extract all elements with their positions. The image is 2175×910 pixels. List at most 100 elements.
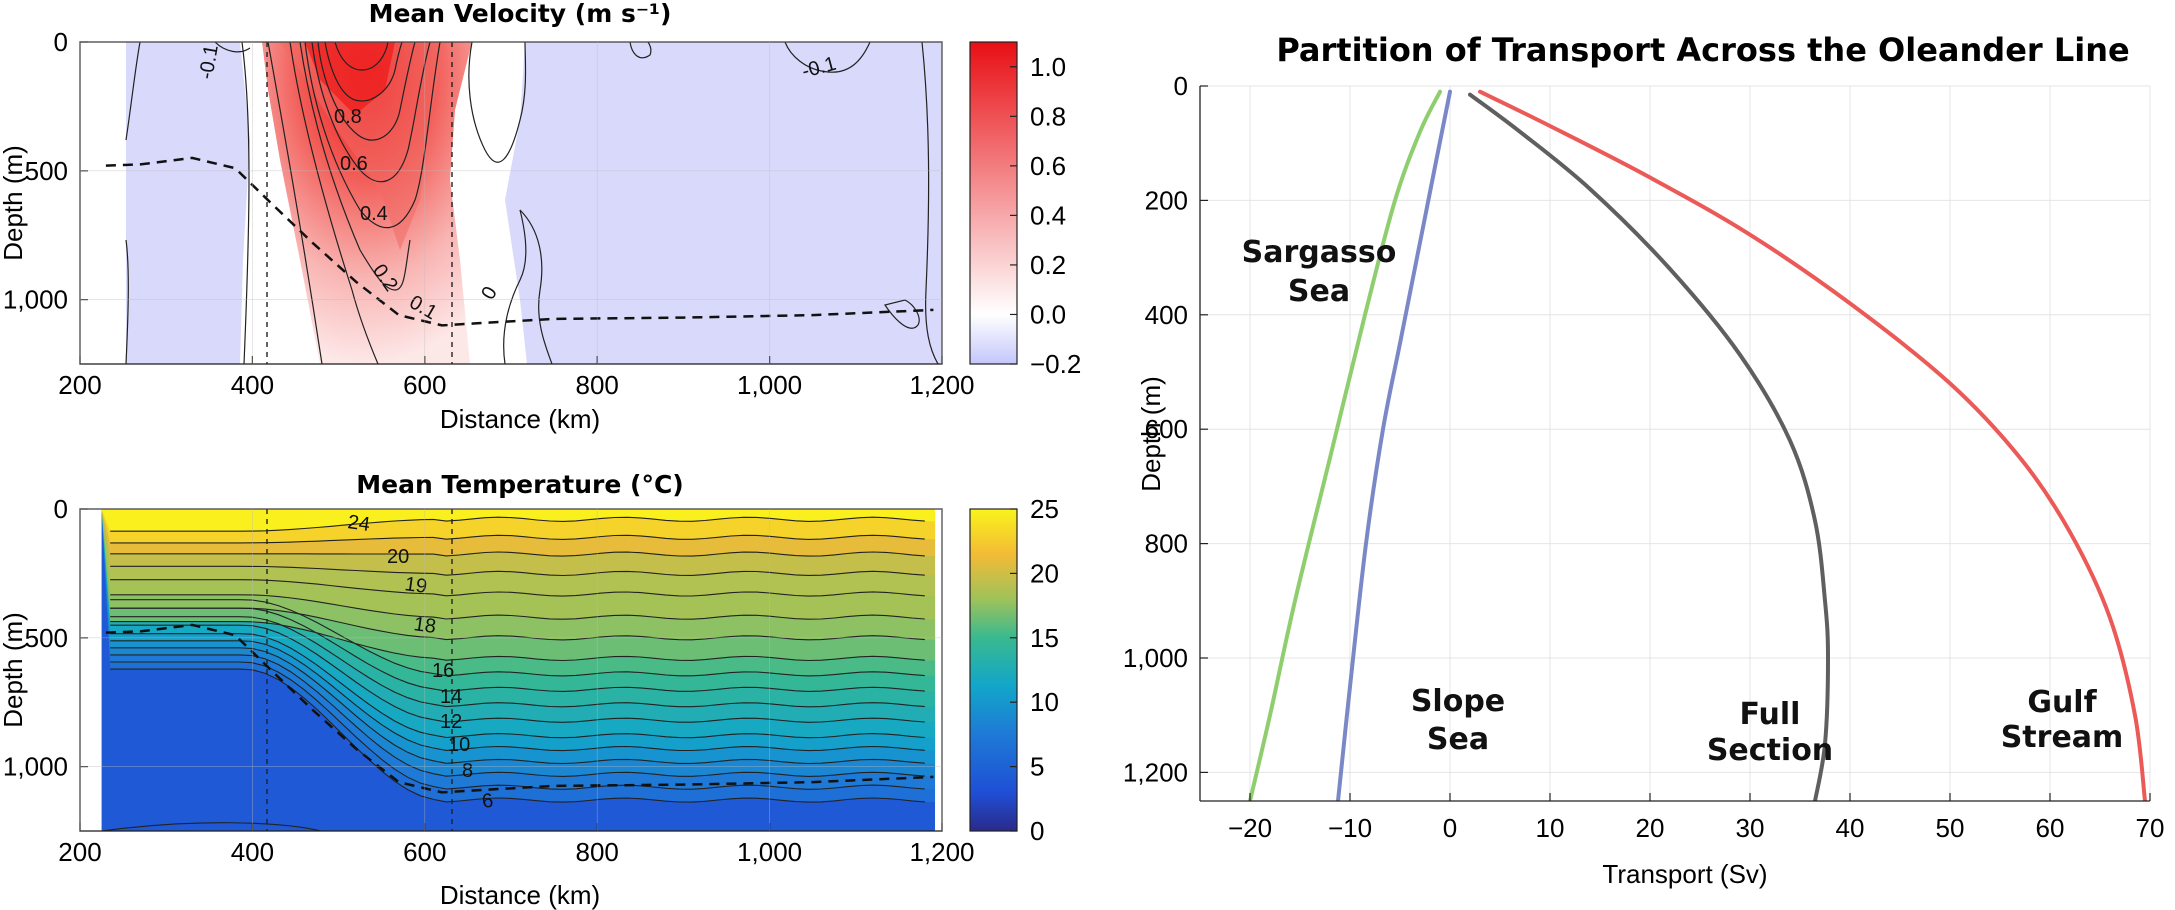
x-tick-label: 1,200 bbox=[909, 837, 974, 867]
temperature-isotherm bbox=[110, 661, 925, 790]
temperature-nodata-east bbox=[935, 509, 942, 831]
transport-y-tick-label: 400 bbox=[1145, 300, 1188, 330]
velocity-title: Mean Velocity (m s⁻¹) bbox=[369, 0, 672, 28]
transport-series bbox=[1248, 89, 2147, 801]
velocity-contour-line bbox=[324, 42, 403, 102]
transport-x-tick-label: 50 bbox=[1936, 813, 1965, 843]
transport-x-tick-label: −20 bbox=[1228, 813, 1272, 843]
temperature-isotherm bbox=[110, 534, 925, 544]
temperature-isotherm bbox=[110, 579, 925, 597]
velocity-y-axis-label: Depth (m) bbox=[0, 145, 28, 261]
x-tick-label: 800 bbox=[576, 370, 619, 400]
velocity-negative-east-region bbox=[505, 42, 942, 364]
transport-y-tick-label: 800 bbox=[1145, 529, 1188, 559]
annotation-full-line2: Section bbox=[1707, 733, 1833, 768]
temperature-contour-label: 6 bbox=[481, 790, 495, 813]
velocity-colorbar-ticks: 1.0 0.8 0.6 0.4 0.2 0.0 −0.2 bbox=[1010, 52, 1081, 379]
velocity-contour-label: 0.8 bbox=[334, 106, 362, 128]
x-tick-label: 400 bbox=[231, 837, 274, 867]
transport-y-axis-label: Depth (m) bbox=[1136, 376, 1166, 492]
velocity-contour-line bbox=[921, 42, 939, 364]
velocity-contour-line bbox=[334, 42, 389, 71]
transport-y-tick-label: 1,200 bbox=[1123, 757, 1188, 787]
annotation-gulf-line2: Stream bbox=[2001, 720, 2124, 755]
temperature-dashed-interface bbox=[105, 623, 934, 794]
colorbar-tick-label: 0.2 bbox=[1030, 250, 1066, 280]
temperature-isotherm bbox=[110, 668, 925, 803]
transport-panel: Partition of Transport Across the Oleand… bbox=[1123, 31, 2165, 889]
transport-x-axis-label: Transport (Sv) bbox=[1602, 859, 1767, 889]
transport-y-tick-label: 0 bbox=[1174, 71, 1188, 101]
transport-x-tick-label: 10 bbox=[1536, 813, 1565, 843]
temperature-isotherm bbox=[110, 516, 925, 532]
temperature-isotherm bbox=[110, 633, 925, 739]
transport-plot-area bbox=[1200, 86, 2150, 801]
temperature-isotherm bbox=[110, 647, 925, 765]
x-tick-label: 200 bbox=[58, 837, 101, 867]
y-tick-label: 0 bbox=[54, 494, 68, 524]
velocity-vertical-lines bbox=[266, 42, 453, 364]
velocity-contour-label: 0.6 bbox=[340, 153, 368, 175]
transport-x-tick-label: 0 bbox=[1443, 813, 1457, 843]
temperature-isotherm bbox=[110, 594, 925, 620]
annotation-gulf-line1: Gulf bbox=[2027, 685, 2097, 720]
transport-x-tick-label: 30 bbox=[1736, 813, 1765, 843]
transport-axes: −20 −10 0 10 20 30 40 50 60 70 0 200 400 600 800 1,000 1… bbox=[1123, 71, 2165, 843]
temperature-isotherm bbox=[110, 640, 925, 752]
velocity-contour-line bbox=[241, 42, 250, 364]
temperature-colorbar bbox=[969, 508, 1018, 832]
transport-x-tick-label: 60 bbox=[2036, 813, 2065, 843]
transport-x-tick-label: 20 bbox=[1636, 813, 1665, 843]
velocity-contour-line bbox=[519, 209, 553, 364]
annotation-full-line1: Full bbox=[1740, 697, 1801, 732]
colorbar-tick-label: 0.6 bbox=[1030, 151, 1066, 181]
x-tick-label: 200 bbox=[58, 370, 101, 400]
temperature-nodata-west bbox=[80, 509, 102, 831]
colorbar-tick-label: 10 bbox=[1030, 687, 1059, 717]
colorbar-tick-label: 25 bbox=[1030, 494, 1059, 524]
colorbar-tick-label: 0.4 bbox=[1030, 200, 1066, 230]
series-gulf-stream bbox=[1478, 89, 2147, 801]
temperature-isotherm bbox=[110, 624, 925, 723]
temperature-contour-label: 10 bbox=[448, 734, 470, 756]
colorbar-tick-label: 20 bbox=[1030, 558, 1059, 588]
velocity-contour-label: 0.4 bbox=[360, 203, 388, 225]
colorbar-tick-label: 0 bbox=[1030, 816, 1044, 846]
velocity-contour-line bbox=[317, 42, 416, 141]
velocity-axes: 200 400 600 800 1,000 1,200 0 500 1,000 bbox=[3, 27, 975, 400]
velocity-contour-line bbox=[311, 42, 431, 183]
temperature-contour-label: 16 bbox=[432, 660, 454, 682]
x-tick-label: 600 bbox=[403, 837, 446, 867]
x-tick-label: 1,200 bbox=[909, 370, 974, 400]
temperature-panel: Mean Temperature (°C) 24 20 19 18 16 14 … bbox=[0, 470, 1059, 910]
velocity-contour-line bbox=[299, 42, 411, 291]
temperature-isotherm bbox=[110, 654, 925, 777]
temperature-title: Mean Temperature (°C) bbox=[356, 470, 683, 499]
y-tick-label: 1,000 bbox=[3, 285, 68, 315]
temperature-field bbox=[80, 509, 942, 831]
temperature-colorbar-ticks: 25 20 15 10 5 0 bbox=[1010, 494, 1059, 846]
y-tick-label: 500 bbox=[25, 156, 68, 186]
colorbar-tick-label: 0.8 bbox=[1030, 101, 1066, 131]
velocity-field bbox=[105, 42, 942, 364]
annotation-sargasso-line1: Sargasso bbox=[1242, 235, 1397, 270]
velocity-jet-max bbox=[305, 42, 395, 115]
velocity-contour-line bbox=[884, 299, 920, 329]
velocity-contours bbox=[125, 42, 939, 364]
velocity-contour-line bbox=[468, 42, 527, 163]
temperature-band bbox=[101, 509, 936, 532]
temperature-x-axis-label: Distance (km) bbox=[440, 880, 600, 910]
temperature-axes: 200 400 600 800 1,000 1,200 0 500 1,000 bbox=[3, 494, 975, 867]
transport-annotations: Sargasso Sea Slope Sea Full Section Gulf… bbox=[1242, 235, 2124, 768]
colorbar-tick-label: 0.0 bbox=[1030, 299, 1066, 329]
temperature-contour-label: 14 bbox=[440, 686, 462, 708]
annotation-sargasso-line2: Sea bbox=[1288, 274, 1350, 309]
velocity-contour-line bbox=[629, 42, 652, 59]
transport-x-tick-label: 40 bbox=[1836, 813, 1865, 843]
velocity-colorbar bbox=[969, 41, 1018, 365]
colorbar-tick-label: 1.0 bbox=[1030, 52, 1066, 82]
velocity-contour-line bbox=[125, 239, 129, 364]
temperature-contour-label: 20 bbox=[387, 546, 409, 568]
y-tick-label: 500 bbox=[25, 623, 68, 653]
